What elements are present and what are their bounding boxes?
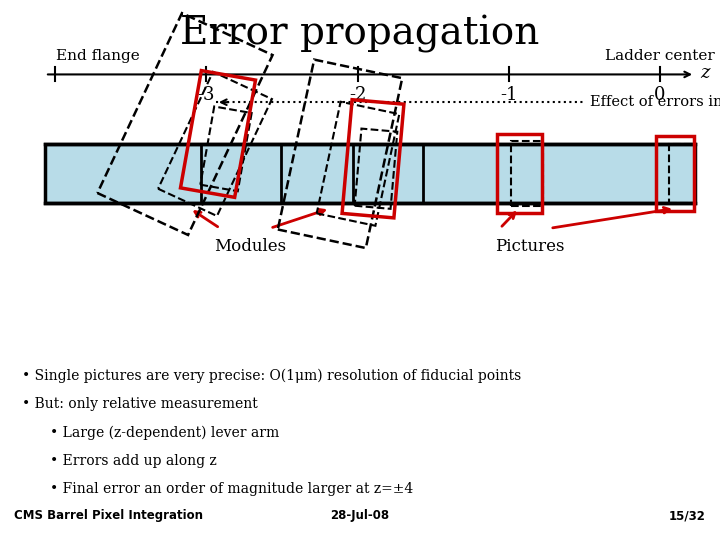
Text: 0: 0 xyxy=(654,86,666,104)
Text: • Large (z-dependent) lever arm: • Large (z-dependent) lever arm xyxy=(50,426,279,440)
Text: • Errors add up along z: • Errors add up along z xyxy=(50,454,217,468)
Bar xyxy=(45,144,695,204)
Text: CMS Barrel Pixel Integration: CMS Barrel Pixel Integration xyxy=(14,509,204,522)
Text: Effect of errors in angle: Effect of errors in angle xyxy=(590,95,720,109)
Text: Ladder center: Ladder center xyxy=(605,49,715,63)
Text: -2: -2 xyxy=(349,86,366,104)
Text: 15/32: 15/32 xyxy=(669,509,706,522)
Text: Error propagation: Error propagation xyxy=(180,15,540,53)
Text: • Final error an order of magnitude larger at z=±4: • Final error an order of magnitude larg… xyxy=(50,482,414,496)
Text: 28-Jul-08: 28-Jul-08 xyxy=(330,509,390,522)
Text: z: z xyxy=(700,64,709,83)
Text: • Single pictures are very precise: O(1μm) resolution of fiducial points: • Single pictures are very precise: O(1μ… xyxy=(22,368,521,383)
Text: Pictures: Pictures xyxy=(495,238,564,255)
Text: Modules: Modules xyxy=(214,238,286,255)
Text: End flange: End flange xyxy=(56,49,140,63)
Text: -3: -3 xyxy=(197,86,215,104)
Text: -1: -1 xyxy=(500,86,518,104)
Text: • But: only relative measurement: • But: only relative measurement xyxy=(22,397,257,411)
